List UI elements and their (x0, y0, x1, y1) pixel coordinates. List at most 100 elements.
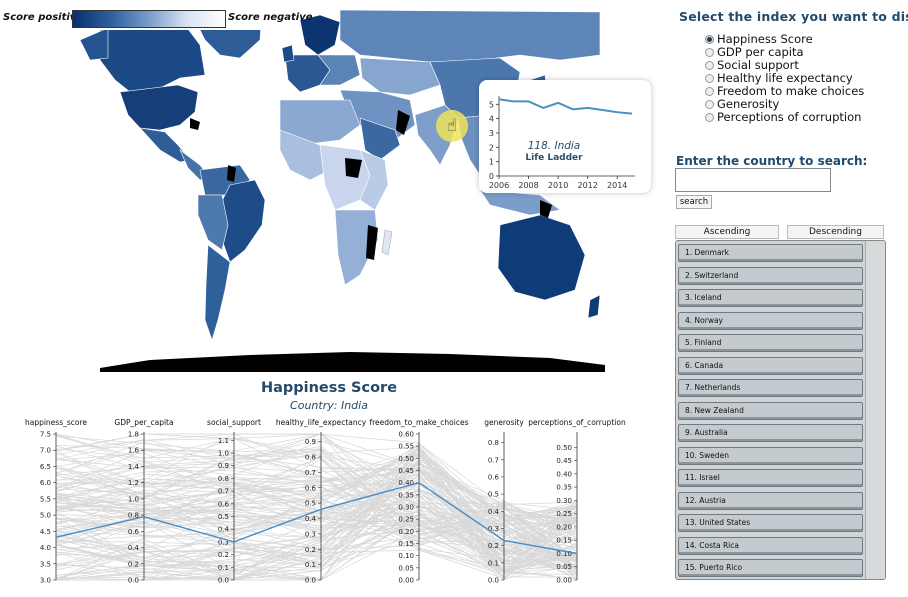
index-option-2[interactable]: Social support (705, 58, 799, 72)
axis-tick-label: 0.20 (556, 523, 572, 531)
axis-tick-label: 0.60 (398, 431, 414, 439)
axis-tick-label: 0.15 (556, 537, 572, 545)
map-region-usa[interactable] (119, 84, 199, 131)
search-input[interactable] (675, 168, 831, 192)
index-option-label: Happiness Score (717, 32, 813, 46)
map-region-australia[interactable] (497, 214, 586, 301)
country-list-item[interactable]: 14. Costa Rica (678, 536, 863, 555)
country-list-item[interactable]: 11. Israel (678, 469, 863, 487)
axis-perceptions_of_corruption: perceptions_of_corruption 0.50 0.45 0.40 0.3… (528, 418, 626, 585)
index-option-3[interactable]: Healthy life expectancy (705, 71, 853, 85)
axis-tick-label: 7.5 (40, 431, 51, 439)
country-list-item[interactable]: 15. Puerto Rico (678, 559, 863, 577)
legend-positive-label: Score positive (3, 12, 84, 23)
tooltip-series-line (498, 98, 633, 115)
map-region-scandinavia[interactable] (299, 14, 341, 56)
chart-title: Happiness Score (260, 380, 398, 396)
axis-tick-label: 0.7 (218, 488, 229, 496)
index-option-6[interactable]: Perceptions of corruption (705, 110, 861, 124)
country-list-item[interactable]: 7. Netherlands (678, 379, 863, 397)
axis-tick-label: 0.2 (305, 546, 316, 554)
map-region-alaska[interactable] (79, 27, 109, 61)
list-scrollbar[interactable] (865, 241, 885, 579)
axis-tick-label: 5.0 (40, 512, 51, 520)
index-option-5[interactable]: Generosity (705, 97, 780, 111)
axis-tick-label: 0.25 (398, 516, 414, 524)
index-option-0[interactable]: Happiness Score (705, 32, 813, 46)
map-region-new-zealand[interactable] (587, 294, 601, 319)
map-region-saudi[interactable] (359, 117, 401, 161)
country-list-item[interactable]: 12. Austria (678, 491, 863, 510)
map-region-uk[interactable] (281, 44, 295, 63)
country-list-item[interactable]: 6. Canada (678, 356, 863, 375)
axis-tick-label: 0.2 (488, 542, 499, 550)
map-region-canada[interactable] (99, 24, 206, 93)
legend-negative-label: Score negative (228, 12, 313, 23)
axis-tick-label: 0.5 (488, 491, 499, 499)
country-list-item[interactable]: 4. Norway (678, 311, 863, 330)
legend-gradient-bar (72, 10, 226, 28)
color-legend: Score positive Score negative (0, 8, 313, 30)
axis-tick-label: 0.25 (556, 510, 572, 518)
search-label: Enter the country to search: (676, 154, 868, 168)
country-ranking-list[interactable]: 1. Denmark 2. Switzerland 3. Iceland 4. Nor… (675, 240, 886, 580)
country-list-item[interactable]: 13. United States (678, 514, 863, 532)
country-list-item[interactable]: 8. New Zealand (678, 401, 863, 420)
descending-button[interactable]: Descending (787, 225, 884, 239)
axis-tick-label: 0.40 (556, 470, 572, 478)
axis-tick-label: 0.8 (305, 454, 316, 462)
search-button[interactable]: search (676, 195, 712, 209)
world-map[interactable] (0, 0, 605, 372)
axis-tick-label: 0.45 (398, 467, 414, 475)
chart-subtitle: Country: India (290, 399, 368, 412)
radio-button-icon[interactable] (705, 113, 714, 122)
ascending-button[interactable]: Ascending (675, 225, 779, 239)
index-option-label: Generosity (717, 97, 780, 111)
index-option-4[interactable]: Freedom to make choices (705, 84, 864, 98)
country-list-item[interactable]: 5. Finland (678, 334, 863, 352)
axis-label: happiness_score (25, 418, 87, 427)
tooltip-y-tick-label: 3 (489, 129, 494, 138)
axis-tick-label: 0.15 (398, 540, 414, 548)
country-list-item[interactable]: 1. Denmark (678, 244, 863, 262)
axis-tick-label: 0.0 (218, 577, 229, 585)
map-region-argentina-chile[interactable] (204, 244, 231, 341)
axis-tick-label: 0.6 (218, 500, 230, 508)
country-list-item[interactable]: 2. Switzerland (678, 266, 863, 285)
radio-button-icon[interactable] (705, 87, 714, 96)
map-region-madagascar[interactable] (381, 229, 393, 256)
tooltip-country-name: 118. India (528, 140, 581, 152)
radio-button-icon[interactable] (705, 100, 714, 109)
index-option-1[interactable]: GDP per capita (705, 45, 804, 59)
axis-tick-label: 0.5 (218, 513, 229, 521)
map-region-southern-africa[interactable] (334, 209, 379, 286)
map-region-nodata (366, 225, 378, 260)
country-list-item[interactable]: 9. Australia (678, 424, 863, 442)
pointer-cursor-icon: ☝ (436, 110, 468, 142)
country-list-item[interactable]: 10. Sweden (678, 446, 863, 465)
map-region-mexico[interactable] (139, 127, 191, 163)
axis-tick-label: 1.6 (128, 447, 140, 455)
axis-tick-label: 6.0 (40, 479, 51, 487)
axis-tick-label: 0.3 (488, 525, 499, 533)
map-region-nodata (227, 165, 236, 182)
axis-tick-label: 0.1 (305, 561, 316, 569)
tooltip-x-tick-label: 2010 (548, 181, 568, 190)
map-region-russia[interactable] (339, 9, 601, 63)
tooltip-y-tick-label: 1 (489, 158, 494, 167)
map-region-nodata (396, 110, 410, 135)
axis-tick-label: 0.4 (488, 508, 500, 516)
map-region-peru-bolivia[interactable] (197, 194, 229, 251)
radio-button-icon[interactable] (705, 35, 714, 44)
axis-tick-label: 0.1 (218, 564, 229, 572)
country-list-item[interactable]: 3. Iceland (678, 289, 863, 307)
radio-button-icon[interactable] (705, 61, 714, 70)
country-tooltip: 0 1 2 3 4 5 2006 2008 2010 2012 2014 118. India Life… (479, 80, 651, 193)
axis-tick-label: 0.9 (305, 438, 316, 446)
map-region-eastern-europe[interactable] (317, 54, 361, 86)
radio-button-icon[interactable] (705, 74, 714, 83)
map-region-central-asia[interactable] (359, 57, 441, 96)
radio-button-icon[interactable] (705, 48, 714, 57)
axis-tick-label: 0.0 (488, 577, 499, 585)
axis-tick-label: 0.50 (556, 444, 572, 452)
